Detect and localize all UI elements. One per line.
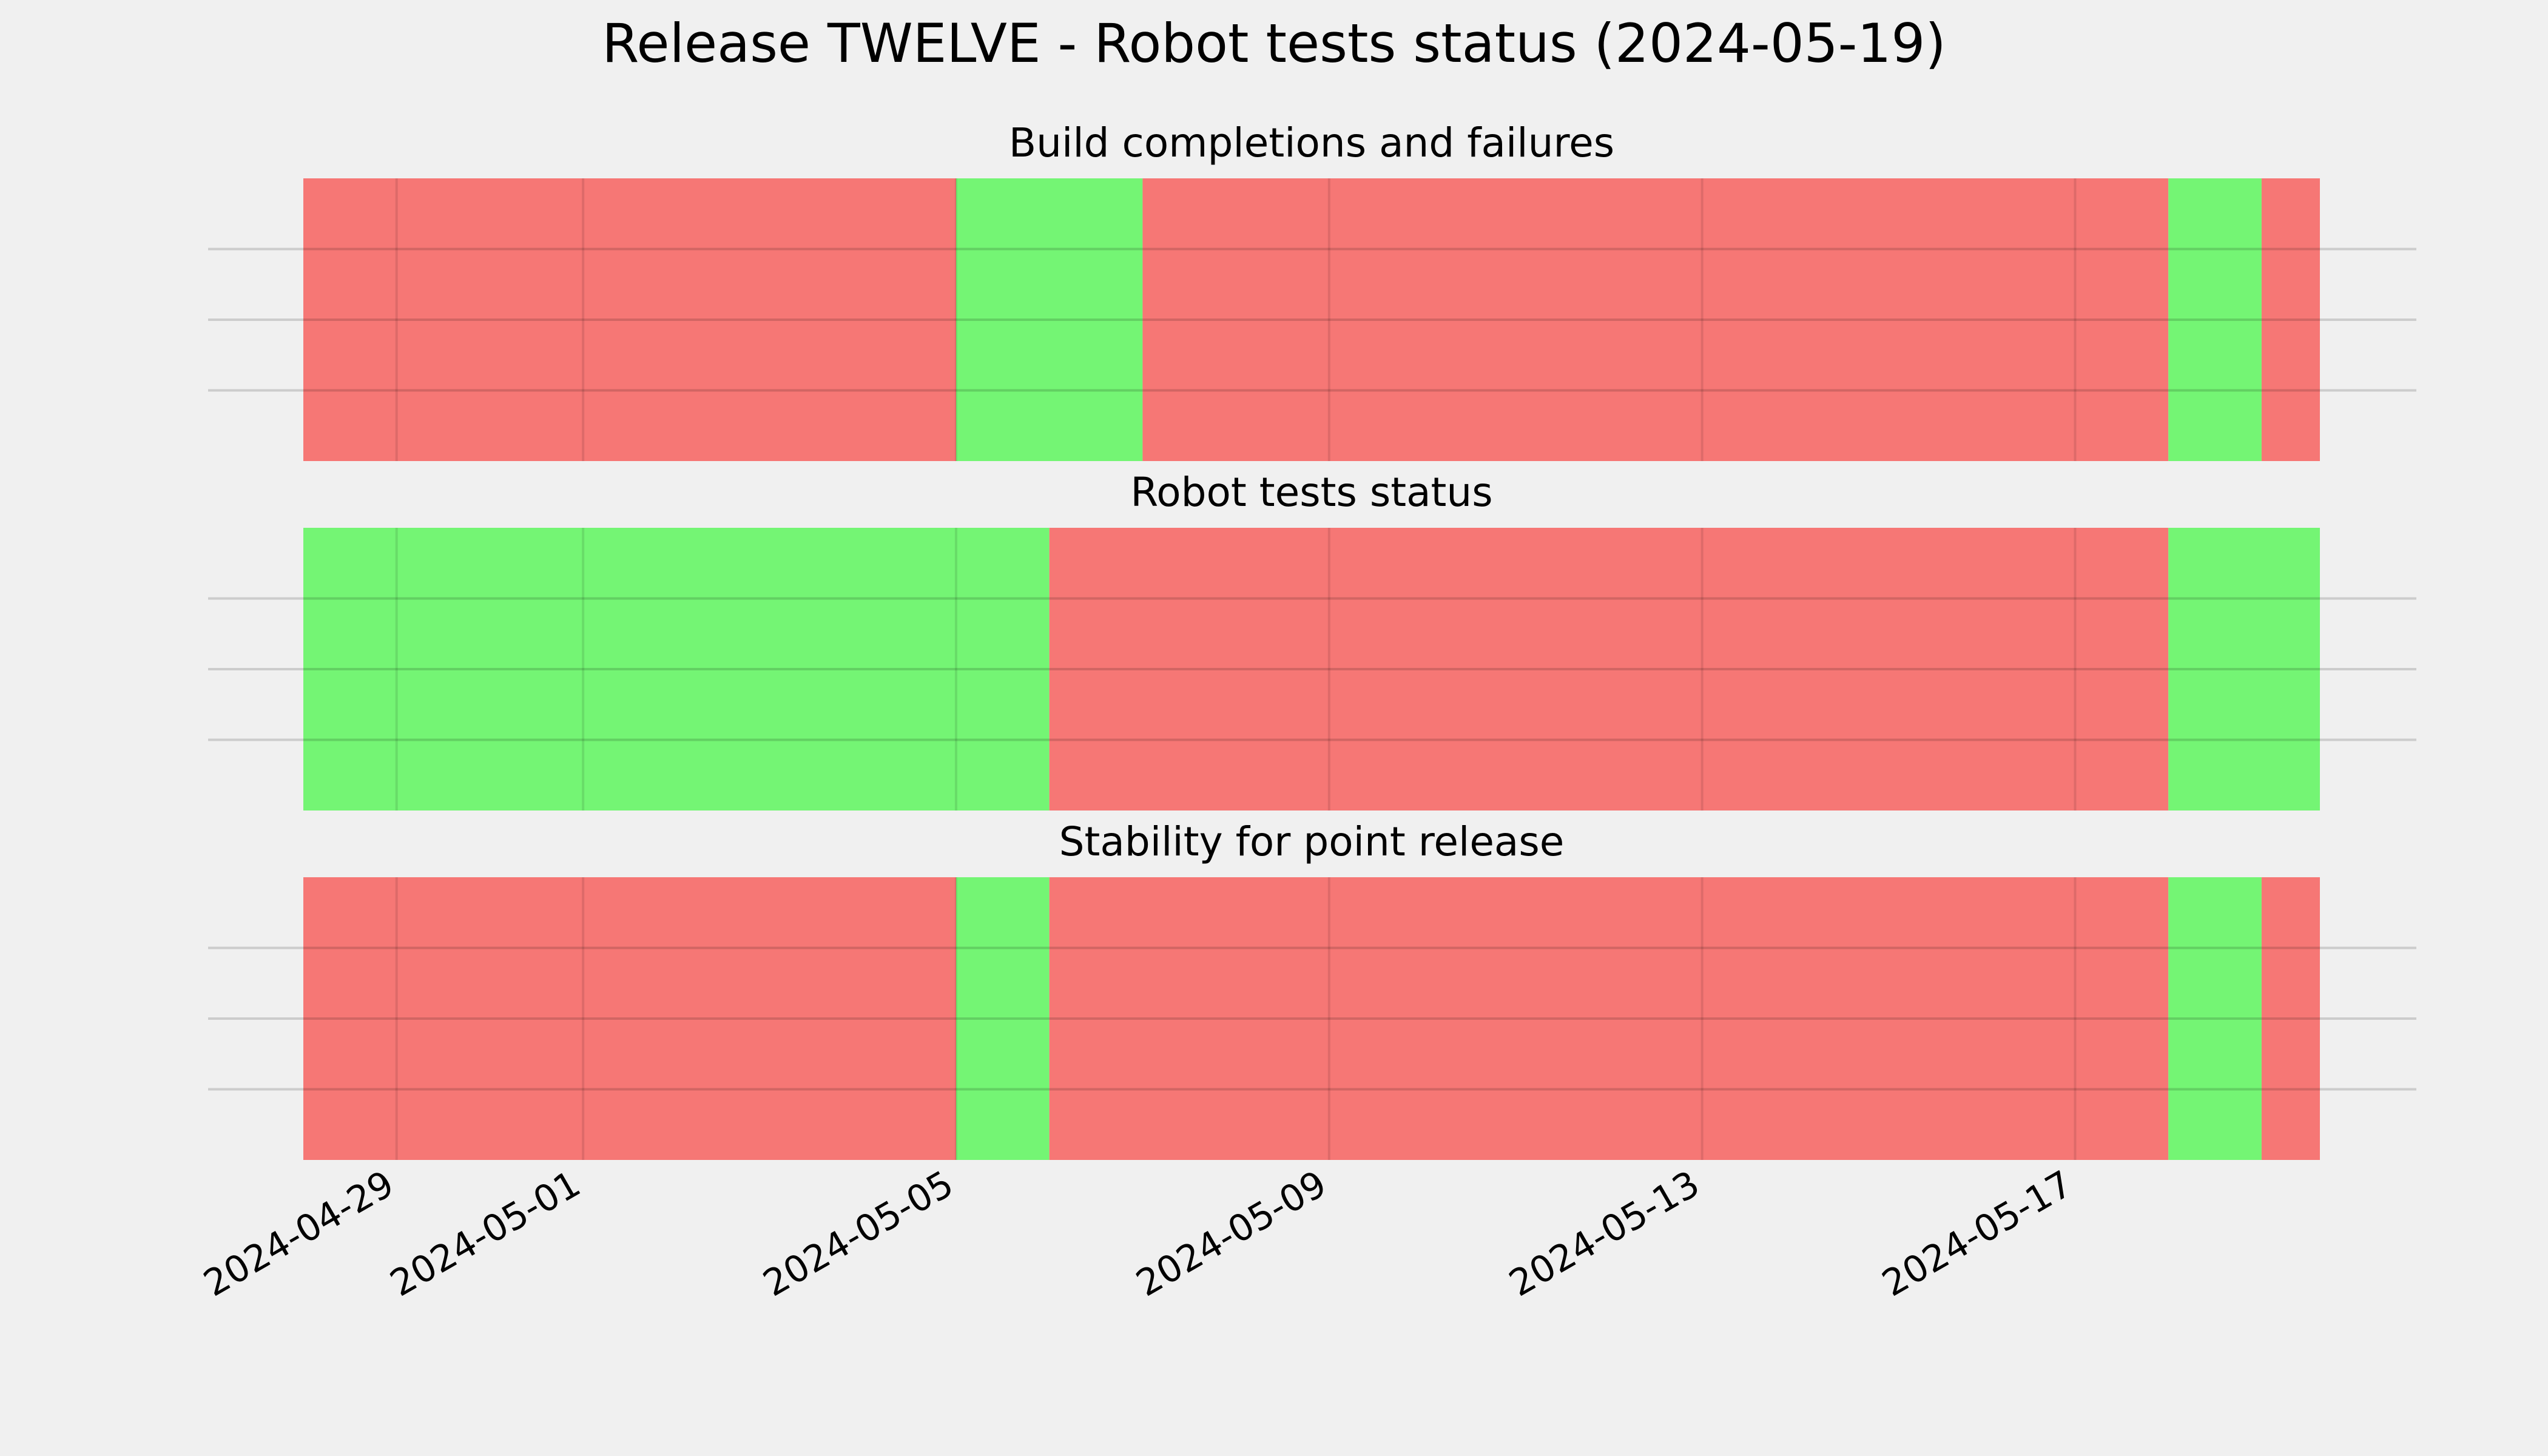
status-segment-fail [303,877,956,1160]
status-segment-pass [2168,877,2262,1160]
status-segment-pass [303,528,1050,811]
panel-2: Robot tests status [208,469,2416,811]
status-segment-pass [2168,528,2320,811]
status-segment-pass [2168,178,2262,461]
status-segment-fail [303,178,956,461]
status-segment-fail [1142,178,2169,461]
status-segment-pass [956,877,1050,1160]
chart-panels: Build completions and failures Robot test… [208,120,2416,1160]
chart-title: Release TWELVE - Robot tests status (202… [602,12,1946,75]
status-segment-fail [1049,877,2169,1160]
status-segment-fail [1049,528,2169,811]
status-segment-pass [956,178,1143,461]
status-segment-fail [2261,178,2320,461]
status-segment-fail [2261,877,2320,1160]
panel-3: Stability for point release [208,818,2416,1160]
panel-1: Build completions and failures [208,120,2416,461]
panel-title: Robot tests status [1130,469,1492,516]
panel-title: Stability for point release [1059,818,1565,865]
panel-title: Build completions and failures [1009,120,1614,166]
